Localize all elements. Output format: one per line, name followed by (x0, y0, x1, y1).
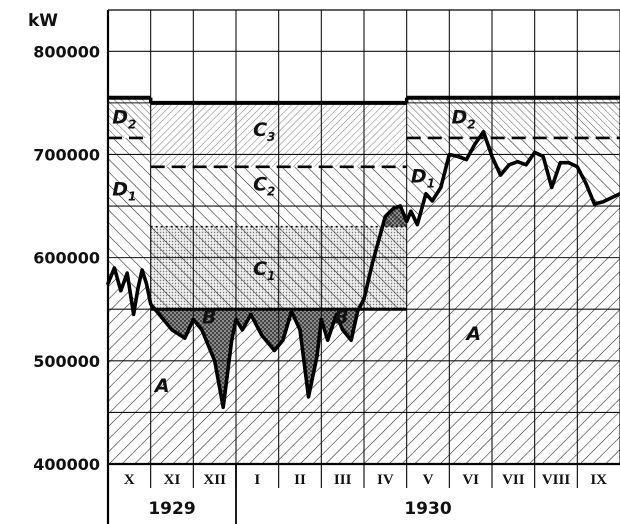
region-d2-fill-1 (406, 97, 620, 138)
region-label-subscript: 1 (128, 190, 136, 204)
load-curve (106, 130, 620, 410)
x-tick-label: II (294, 472, 306, 488)
x-tick-label: XI (164, 472, 181, 488)
region-label-a: A (464, 323, 481, 345)
region-label-subscript: 2 (467, 118, 475, 132)
y-axis-unit-label: kW (28, 11, 58, 31)
level-lines (108, 95, 620, 311)
x-tick-label: VIII (542, 472, 571, 488)
load-curve-line (106, 130, 620, 410)
x-tick-label: I (254, 472, 260, 488)
y-tick-label: 400000 (33, 455, 100, 474)
x-tick-label: III (334, 472, 352, 488)
y-tick-label: 500000 (33, 352, 100, 371)
region-label-subscript: 3 (267, 130, 275, 144)
region-d1-fill-0 (108, 137, 151, 315)
y-tick-label: 600000 (33, 249, 100, 268)
year-label: 1930 (404, 499, 451, 519)
x-tick-label: V (423, 472, 434, 488)
y-tick-label: 800000 (33, 42, 100, 61)
region-label-b: B (334, 307, 348, 329)
region-label-subscript: 1 (427, 176, 435, 190)
x-tick-label: IV (377, 472, 394, 488)
region-label-subscript: 2 (267, 185, 275, 199)
region-label-subscript: 1 (267, 269, 275, 283)
x-tick-label: VII (502, 472, 525, 488)
x-tick-label: IX (590, 472, 607, 488)
region-label-b: B (202, 307, 216, 329)
region-label-a: A (153, 375, 170, 397)
x-tick-label: VI (462, 472, 479, 488)
region-d2-fill-0 (108, 97, 151, 138)
year-label: 1929 (148, 499, 195, 519)
region-label-subscript: 2 (128, 118, 136, 132)
x-tick-label: XII (203, 472, 226, 488)
x-tick-label: X (124, 472, 135, 488)
y-tick-label: 700000 (33, 145, 100, 164)
